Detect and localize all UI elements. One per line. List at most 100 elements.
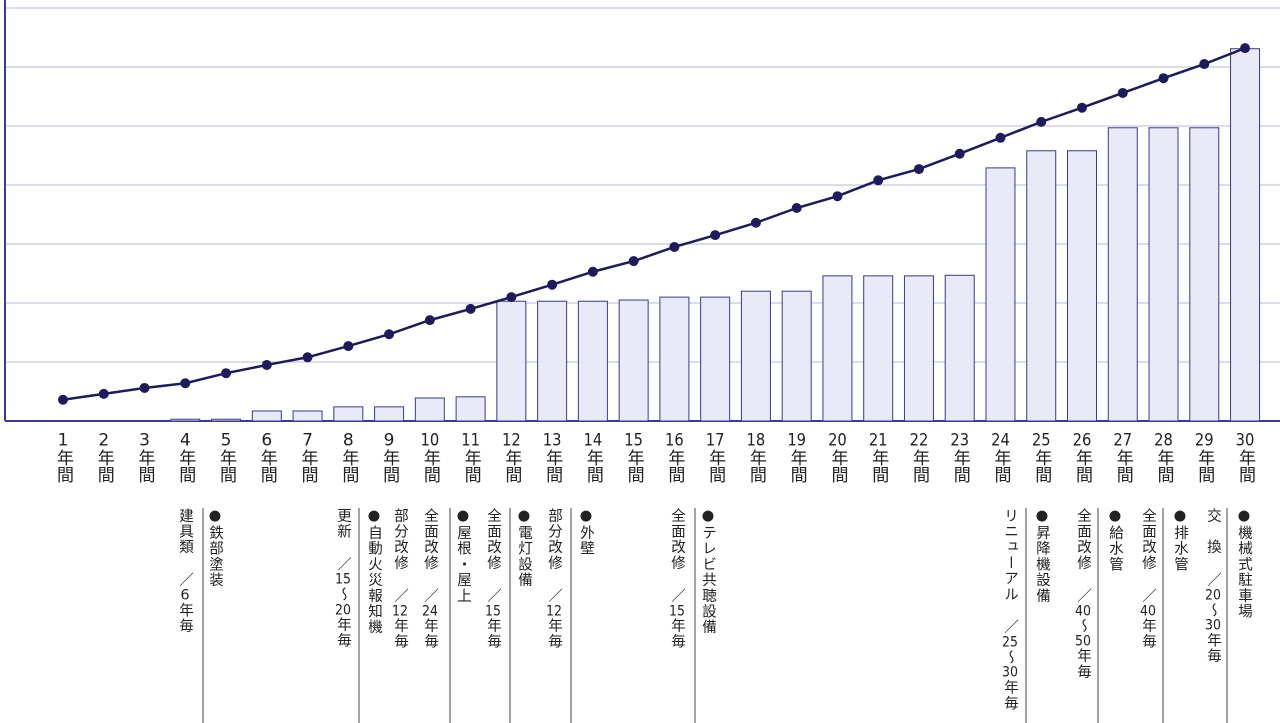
bar [211,418,242,422]
x-tick-label: 18年間 [745,432,766,483]
x-tick-label: 13年間 [542,432,563,483]
line-point [261,359,272,370]
line-point [302,352,313,363]
line-point [587,266,598,277]
x-tick-label: 3年間 [134,432,155,483]
bar [577,300,608,422]
x-tick-label: 24年間 [990,432,1011,483]
line-point [710,230,721,241]
annotation: ●屋根・屋上 [455,508,471,604]
annotation: ●昇降機設備 [1034,508,1050,604]
x-tick-label: 9年間 [379,432,400,483]
x-tick-label: 29年間 [1194,432,1215,483]
annotation: ●給水管 [1107,508,1123,573]
annotation: ●自動火災報知機 [366,508,382,636]
bar [1230,48,1261,422]
annotation: 部分改修 ／12年毎 [392,508,408,650]
line-point [873,175,884,186]
x-tick-label: 27年間 [1112,432,1133,483]
bar [251,410,282,422]
x-tick-label: 30年間 [1235,432,1256,483]
annotation: ●鉄部塗装 [207,508,223,588]
line-point [98,388,109,399]
x-tick-label: 22年間 [908,432,929,483]
bar [863,275,894,422]
x-tick-label: 8年間 [338,432,359,483]
separators [202,508,1228,723]
x-tick-label: 1年間 [53,432,73,483]
x-tick-label: 11年間 [460,432,481,483]
x-tick-label: 26年間 [1072,432,1092,483]
annotation: 全面改修 ／40〜50年毎 [1075,508,1091,680]
x-tick-label: 19年間 [786,432,807,483]
bar [455,396,486,422]
line-point [343,341,354,352]
x-tick-label: 7年間 [297,432,318,483]
x-tick-label: 4年間 [175,432,196,483]
bar [1026,150,1057,422]
line-point [1077,102,1087,113]
x-tick-label: 28年間 [1153,432,1174,483]
annotation: 更新 ／15〜20年毎 [335,508,351,649]
line [62,46,1246,401]
annotation: 部分改修 ／12年毎 [546,508,562,650]
x-tick-label: 10年間 [419,432,440,483]
line-point [750,217,761,228]
bar [1148,127,1179,422]
line-point [384,329,395,340]
x-tick-label: 2年間 [93,432,114,483]
x-tick-label: 15年間 [623,432,644,483]
line-point [139,382,150,393]
line-point [424,315,435,326]
line-point [1240,43,1251,54]
bar [537,300,568,422]
annotation: ●テレビ共聴設備 [700,508,716,636]
annotation: リニューアル ／25〜30年毎 [1002,508,1018,712]
annotation: ●排水管 [1172,508,1188,573]
x-tick-label: 5年間 [216,432,237,483]
x-tick-label: 23年間 [949,432,970,483]
x-tick-label: 20年間 [827,432,848,483]
line-point [669,241,680,252]
line-point [58,394,68,405]
bar [1189,127,1220,422]
bar [944,274,975,422]
bar [496,300,527,422]
bar [659,296,690,422]
bar [740,290,771,422]
line-point [628,256,639,267]
bar [822,275,853,422]
annotation: ●外壁 [578,508,594,557]
bar [781,290,812,422]
line-point [547,279,558,290]
x-tick-label: 6年間 [256,432,277,483]
line-point [1036,116,1047,127]
x-tick-label: 14年間 [582,432,603,483]
line-point [465,303,476,314]
x-tick-label: 16年間 [664,432,685,483]
x-tick-label: 25年間 [1031,432,1052,483]
annotation: ●機械式駐車場 [1236,508,1252,620]
bar [700,296,731,422]
bar [170,418,201,422]
bar [1067,150,1097,422]
line-point [954,148,965,159]
annotation: 全面改修 ／15年毎 [669,508,685,650]
annotation: ●電灯設備 [516,508,532,588]
line-point [180,378,191,389]
x-tick-label: 17年間 [705,432,726,483]
line-point [221,368,232,379]
annotation: 全面改修 ／24年毎 [422,508,438,650]
bar [292,410,323,422]
x-tick-label: 21年間 [868,432,889,483]
annotation: 全面改修 ／15年毎 [485,508,501,650]
bar [618,299,649,422]
line-point [791,203,802,214]
line-point [506,292,517,303]
annotation: 交 換 ／20〜30年毎 [1205,508,1221,665]
line-point [1158,73,1169,84]
bar [333,406,364,422]
bar [374,406,405,422]
line-point [1199,59,1210,70]
